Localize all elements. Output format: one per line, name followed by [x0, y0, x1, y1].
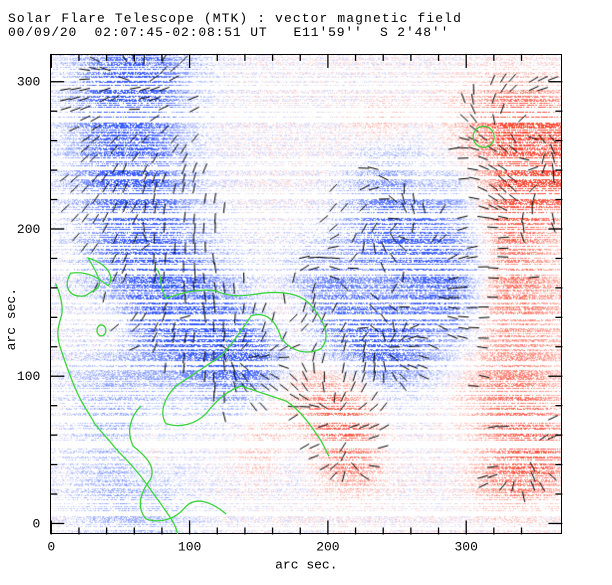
svg-text:200: 200	[316, 540, 339, 555]
svg-text:300: 300	[454, 540, 477, 555]
svg-text:200: 200	[17, 222, 40, 237]
svg-text:arc sec.: arc sec.	[275, 558, 337, 573]
svg-text:0: 0	[47, 540, 55, 555]
svg-text:arc sec.: arc sec.	[4, 288, 19, 350]
svg-text:0: 0	[32, 516, 40, 531]
svg-text:100: 100	[17, 369, 40, 384]
svg-text:100: 100	[178, 540, 201, 555]
svg-text:300: 300	[17, 75, 40, 90]
